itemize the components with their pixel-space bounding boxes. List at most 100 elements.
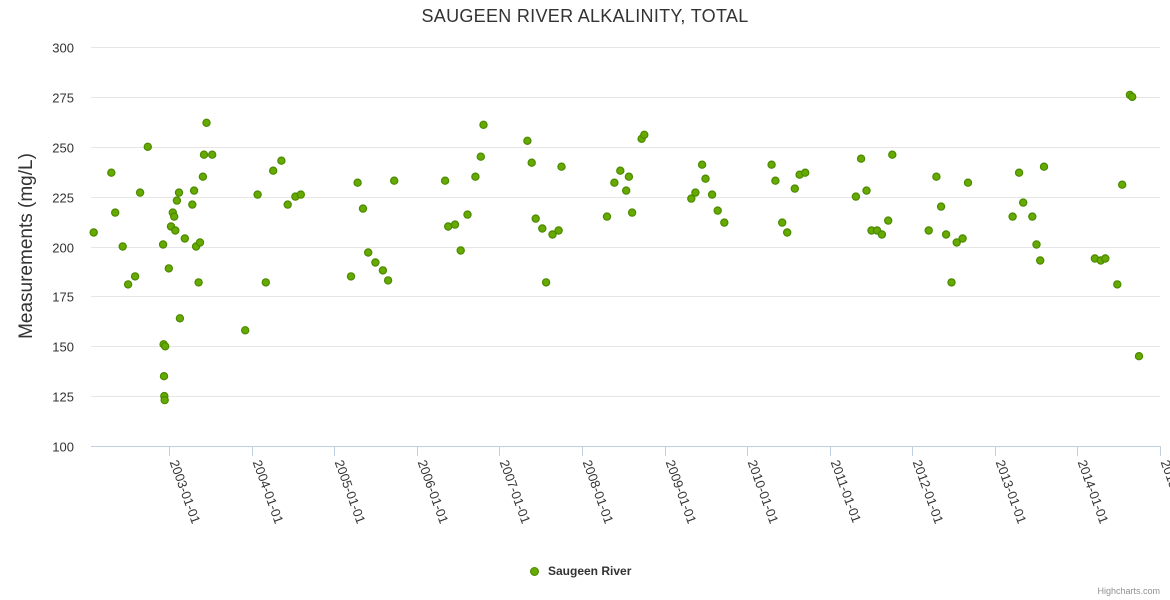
x-tick-label: 2005-01-01 <box>332 458 369 526</box>
data-point <box>851 192 861 201</box>
data-point <box>180 234 189 243</box>
x-tick-label: 2006-01-01 <box>415 458 452 526</box>
x-tick-label: 2011-01-01 <box>828 458 865 525</box>
y-tick-label: 300 <box>52 41 74 56</box>
data-point <box>778 218 787 227</box>
x-tick-label: 2007-01-01 <box>497 458 534 526</box>
data-point <box>159 372 169 381</box>
data-point <box>269 166 278 175</box>
data-point <box>174 188 184 197</box>
data-point <box>557 162 566 171</box>
data-point <box>471 172 480 181</box>
data-point <box>767 160 776 169</box>
data-point <box>624 172 634 181</box>
data-point <box>627 208 637 217</box>
data-point <box>450 220 460 229</box>
data-point <box>1117 180 1127 189</box>
credits-link[interactable]: Highcharts.com <box>1097 586 1160 596</box>
y-tick-label: 150 <box>52 340 74 355</box>
data-point <box>1028 212 1037 221</box>
data-point <box>862 186 871 195</box>
data-point <box>160 342 170 351</box>
x-tick-label: 2008-01-01 <box>580 458 617 526</box>
data-point <box>856 154 866 163</box>
data-point <box>697 160 707 169</box>
data-point <box>189 186 199 195</box>
data-point <box>947 278 956 287</box>
data-point <box>713 206 722 215</box>
data-point <box>118 242 127 251</box>
data-point <box>527 158 536 167</box>
grid-lines <box>91 47 1160 447</box>
chart-title: SAUGEEN RIVER ALKALINITY, TOTAL <box>421 6 749 26</box>
data-point <box>378 266 388 275</box>
data-point <box>110 208 120 217</box>
data-point <box>541 278 551 287</box>
data-point <box>207 150 217 159</box>
data-point <box>383 276 393 285</box>
data-point <box>188 200 197 209</box>
data-point <box>158 240 168 249</box>
y-tick-label: 275 <box>52 91 74 106</box>
data-point <box>479 120 488 130</box>
y-tick-label: 225 <box>52 191 74 206</box>
data-point <box>253 190 262 199</box>
x-tick-label: 2014-01-01 <box>1075 458 1112 526</box>
data-point <box>1014 168 1024 177</box>
data-point <box>240 326 250 335</box>
y-tick-label: 200 <box>52 241 74 256</box>
data-point <box>135 188 145 197</box>
data-point <box>364 248 373 257</box>
data-point <box>924 226 933 235</box>
legend-item-saugeen-river[interactable]: Saugeen River <box>530 564 631 578</box>
data-point <box>548 230 557 239</box>
data-point <box>941 230 951 239</box>
data-point <box>701 174 710 183</box>
legend-marker-icon <box>530 566 539 576</box>
data-point <box>538 224 547 233</box>
x-tick-label: 2004-01-01 <box>250 458 287 526</box>
data-point <box>261 278 270 287</box>
data-point <box>801 168 810 177</box>
data-point <box>531 214 540 223</box>
data-point <box>720 218 729 227</box>
data-point <box>963 178 973 187</box>
y-tick-label: 250 <box>52 141 74 156</box>
data-point <box>175 314 185 323</box>
data-point <box>172 196 182 205</box>
data-points <box>89 90 1144 405</box>
data-point <box>371 258 380 267</box>
data-point <box>164 264 173 273</box>
data-point <box>123 280 133 289</box>
data-point <box>884 216 893 225</box>
x-tick-label: 2012-01-01 <box>910 458 947 526</box>
data-point <box>463 210 472 219</box>
data-point <box>130 272 140 281</box>
data-point <box>346 272 356 281</box>
data-point <box>89 228 98 237</box>
data-point <box>143 142 152 151</box>
data-point <box>202 118 211 128</box>
data-point <box>107 168 116 177</box>
y-tick-label: 125 <box>52 390 74 405</box>
data-point <box>771 176 780 185</box>
x-axis: 2003-01-01 2004-01-01 2005-01-01 2006-01-01… <box>167 446 1170 526</box>
x-tick-label: 2009-01-01 <box>663 458 700 526</box>
data-point <box>952 238 961 247</box>
x-tick-label: 2010-01-01 <box>745 458 782 526</box>
data-point <box>456 246 465 255</box>
data-point <box>622 186 631 195</box>
data-point <box>444 222 453 231</box>
x-tick-label: 2003-01-01 <box>167 458 204 526</box>
data-point <box>277 156 286 165</box>
data-point <box>790 184 800 193</box>
data-point <box>1039 162 1049 171</box>
data-point <box>888 150 897 159</box>
data-point <box>199 150 209 159</box>
data-point <box>1019 198 1028 207</box>
data-point <box>440 176 450 185</box>
y-axis-ticks: 100 125 150 175 200 225 250 275 300 <box>52 41 74 455</box>
data-point <box>283 200 292 209</box>
data-point <box>691 188 700 197</box>
